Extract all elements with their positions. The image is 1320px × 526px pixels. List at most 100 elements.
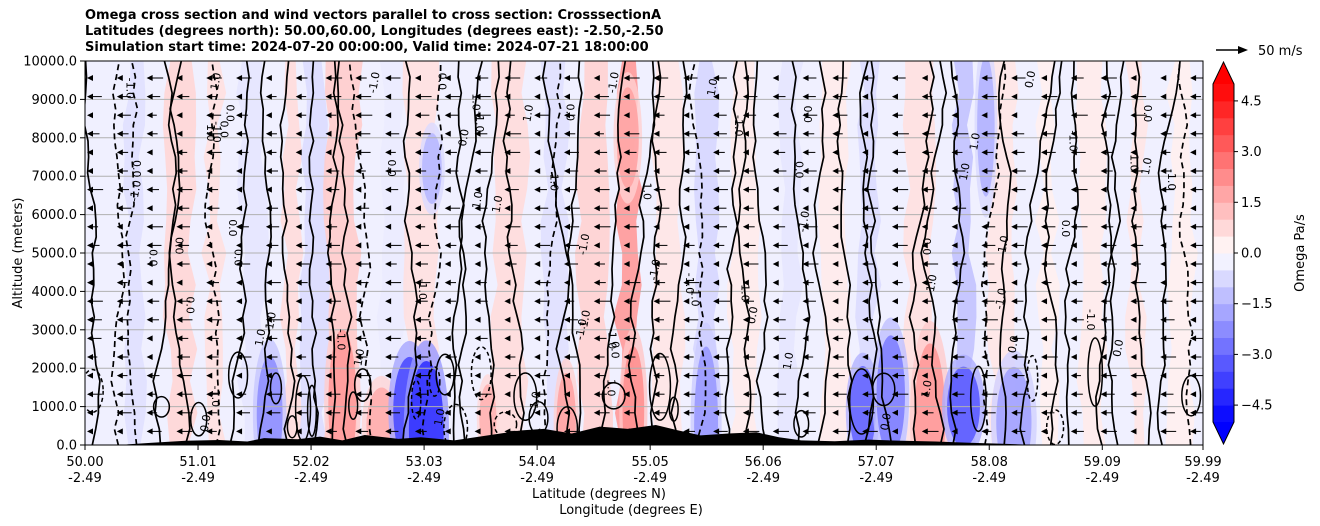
- wind-vector: [832, 186, 839, 193]
- wind-vector: [385, 261, 392, 267]
- wind-vector: [325, 335, 332, 342]
- wind-vector: [981, 112, 988, 119]
- omega-contours: 0.01.0-1.00.01.0-1.00.01.0-1.00.01.0-1.0…: [85, 61, 1202, 445]
- wind-vector: [832, 168, 839, 174]
- wind-vector: [355, 409, 362, 416]
- wind-vector: [951, 354, 958, 360]
- wind-vector: [1190, 428, 1197, 435]
- wind-vector: [683, 298, 690, 305]
- wind-vector: [504, 186, 511, 193]
- wind-vector: [444, 75, 451, 81]
- wind-vector: [713, 112, 720, 119]
- wind-vector: [504, 112, 511, 119]
- wind-vector: [772, 149, 779, 156]
- wind-vector: [564, 186, 571, 193]
- wind-vector: [1190, 75, 1197, 81]
- wind-vector: [802, 298, 809, 305]
- wind-vector: [742, 112, 749, 119]
- wind-vector: [862, 279, 869, 286]
- wind-vector: [1070, 75, 1077, 81]
- wind-vector: [355, 447, 361, 453]
- wind-vector: [564, 223, 571, 230]
- wind-vector: [265, 335, 272, 342]
- wind-vector: [146, 354, 153, 360]
- wind-vector: [623, 409, 630, 416]
- contour-line: [421, 61, 444, 445]
- wind-vector: [176, 149, 183, 156]
- wind-vector: [1190, 354, 1197, 360]
- wind-vector: [325, 391, 332, 398]
- wind-vector: [116, 298, 123, 305]
- wind-vector: [952, 447, 958, 453]
- contour-label: -1.0: [605, 71, 622, 94]
- wind-vector: [1011, 372, 1018, 379]
- wind-vector: [236, 372, 243, 379]
- wind-vector: [1160, 149, 1167, 156]
- wind-vector: [1160, 75, 1167, 81]
- wind-vector: [444, 223, 451, 230]
- wind-vector: [355, 316, 362, 323]
- wind-vector: [325, 316, 332, 323]
- contour-label: 1.0: [689, 289, 702, 307]
- wind-vector: [325, 223, 332, 230]
- wind-vector: [862, 205, 869, 212]
- wind-vector: [683, 149, 690, 156]
- wind-vector: [1041, 242, 1048, 249]
- wind-vector: [832, 93, 839, 100]
- contour-label: -1.0: [209, 386, 222, 407]
- wind-vector: [891, 75, 898, 81]
- wind-vector: [146, 168, 153, 174]
- wind-vector: [891, 130, 898, 137]
- wind-vector: [475, 447, 481, 453]
- wind-vector: [713, 75, 720, 81]
- contour-line: [866, 61, 893, 445]
- wind-vector: [265, 391, 272, 398]
- wind-vector: [1190, 261, 1197, 267]
- contour-line: [920, 61, 948, 445]
- wind-vector: [1100, 316, 1107, 323]
- wind-vector: [713, 391, 720, 398]
- contour-label: 0.0: [130, 160, 143, 178]
- wind-vector: [265, 130, 272, 137]
- wind-vector: [355, 279, 362, 286]
- wind-vector: [921, 242, 928, 249]
- contour-label: 0.0: [385, 159, 398, 177]
- contour-line: [1043, 61, 1063, 445]
- wind-vector: [564, 428, 571, 435]
- wind-vector: [1041, 372, 1048, 379]
- wind-vector: [325, 112, 332, 119]
- contour-line: [669, 61, 688, 445]
- wind-vector: [802, 168, 809, 174]
- wind-vector: [742, 354, 749, 360]
- contour-loop: [85, 368, 104, 414]
- wind-vector: [653, 335, 660, 342]
- wind-vector: [1130, 186, 1137, 193]
- wind-vector: [742, 372, 749, 379]
- wind-vector: [623, 130, 630, 137]
- contour-loop: [410, 379, 422, 420]
- colorbar-label: Omega Pa/s: [1293, 214, 1308, 292]
- wind-vector: [623, 354, 630, 360]
- contour-line: [481, 61, 500, 445]
- wind-vector: [176, 409, 183, 416]
- wind-vector: [564, 279, 571, 286]
- wind-vector: [1041, 149, 1048, 156]
- wind-vector: [862, 261, 869, 267]
- wind-vector: [117, 447, 123, 453]
- wind-vector: [1100, 75, 1107, 81]
- wind-vector: [325, 354, 332, 360]
- contour-line: [752, 61, 769, 445]
- wind-vector: [116, 168, 123, 174]
- contour-label: -1.0: [366, 71, 383, 94]
- wind-vector: [236, 168, 243, 174]
- wind-vector: [1130, 75, 1137, 81]
- wind-vector: [921, 186, 928, 193]
- wind-vector: [683, 130, 690, 137]
- wind-vector: [236, 261, 243, 267]
- wind-vector: [325, 409, 332, 416]
- y-tick-label: 8000.0: [32, 131, 78, 146]
- wind-vector: [742, 223, 749, 230]
- wind-vector: [206, 391, 213, 398]
- contour-label: 0.0: [878, 412, 894, 431]
- contour-line: [541, 61, 562, 445]
